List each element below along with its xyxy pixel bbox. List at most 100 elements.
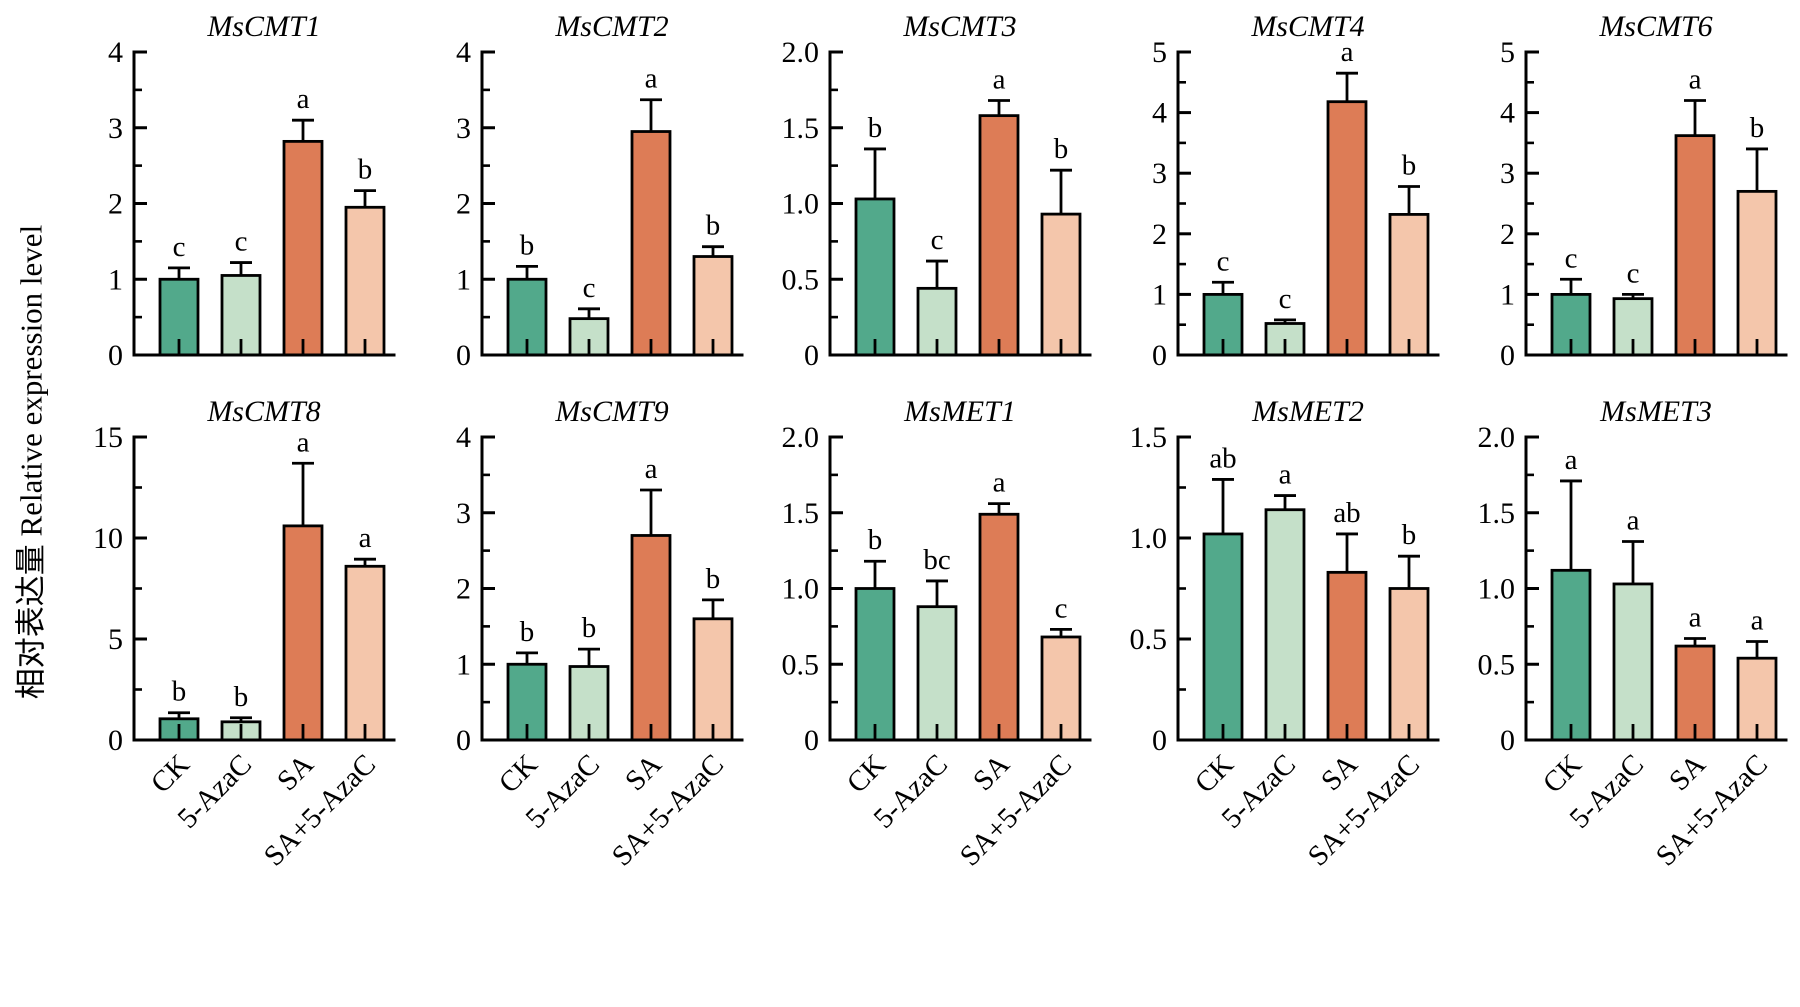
y-tick-label: 0 <box>108 339 123 372</box>
x-category-label: SA <box>1315 748 1364 797</box>
x-category-label: CK <box>493 748 544 799</box>
y-tick-label: 3 <box>108 112 123 145</box>
y-tick-label: 0 <box>1500 339 1515 372</box>
x-category-label: CK <box>1189 748 1240 799</box>
y-tick-label: 4 <box>1500 97 1515 130</box>
chart-title: MsCMT6 <box>1598 10 1712 43</box>
chart-panel-mscmt4: MsCMT4 0 1 2 3 4 5 c c a b <box>1100 4 1448 389</box>
y-tick-label: 1.5 <box>1130 421 1168 454</box>
significance-letter: a <box>1279 459 1292 491</box>
significance-letter: a <box>297 83 310 115</box>
y-tick-label: 1.5 <box>1478 497 1516 530</box>
chart-title: MsMET1 <box>903 395 1016 428</box>
chart-grid: MsCMT1 0 1 2 3 4 c c a b MsCMT2 0 1 2 3 4 b c a b MsCMT3 0 0.5… <box>56 4 1796 999</box>
y-tick-label: 3 <box>1500 157 1515 190</box>
significance-letter: c <box>1627 257 1640 289</box>
bar-SA <box>1326 100 1368 357</box>
bar-SA+5-AzaC <box>1388 587 1430 742</box>
x-category-label: SA <box>1663 748 1712 797</box>
significance-letter: b <box>1402 519 1417 551</box>
y-tick-label: 5 <box>1500 36 1515 69</box>
y-tick-label: 3 <box>456 112 471 145</box>
y-tick-label: 4 <box>108 36 123 69</box>
significance-letter: ab <box>1209 442 1236 474</box>
y-tick-label: 1 <box>1152 278 1167 311</box>
y-tick-label: 3 <box>1152 157 1167 190</box>
chart-svg-msmet2: MsMET200.51.01.5abCKa5-AzaCabSAbSA+5-Aza… <box>1130 395 1440 873</box>
y-tick-label: 2 <box>108 188 123 221</box>
significance-letter: b <box>172 676 187 708</box>
bar-CK <box>854 587 896 742</box>
chart-panel-mscmt9: MsCMT9 0 1 2 3 4 b CK b 5-AzaC a SA b SA+5-AzaC <box>404 389 752 999</box>
significance-letter: a <box>1689 63 1702 95</box>
significance-letter: a <box>1341 36 1354 68</box>
x-category-label: SA+5-AzaC <box>258 748 382 872</box>
y-tick-label: 2.0 <box>1478 421 1516 454</box>
y-tick-label: 0 <box>1500 724 1515 757</box>
significance-letter: c <box>173 231 186 263</box>
significance-letter: b <box>1750 112 1765 144</box>
significance-letter: a <box>1751 605 1764 637</box>
y-tick-label: 3 <box>456 497 471 530</box>
x-category-label: SA <box>619 748 668 797</box>
chart-title: MsCMT9 <box>554 395 668 428</box>
bar-CK <box>1550 568 1592 742</box>
significance-letter: a <box>1565 444 1578 476</box>
significance-letter: b <box>868 524 883 556</box>
significance-letter: c <box>1565 242 1578 274</box>
axes <box>1524 50 1788 357</box>
y-tick-label: 0.5 <box>782 648 820 681</box>
y-tick-label: 0 <box>804 339 819 372</box>
bar-SA+5-AzaC <box>344 564 386 742</box>
y-tick-label: 10 <box>93 522 123 555</box>
significance-letter: a <box>297 426 310 458</box>
x-category-label: SA+5-AzaC <box>606 748 730 872</box>
y-tick-label: 0.5 <box>1478 648 1516 681</box>
y-tick-label: 1.0 <box>1478 573 1516 606</box>
significance-letter: b <box>582 612 597 644</box>
y-tick-label: 1 <box>456 648 471 681</box>
axes <box>132 50 396 357</box>
bar-CK <box>854 197 896 357</box>
y-tick-label: 0 <box>804 724 819 757</box>
chart-svg-mscmt4: MsCMT4 0 1 2 3 4 5 c c a b <box>1152 10 1440 372</box>
significance-letter: a <box>359 522 372 554</box>
chart-title: MsMET3 <box>1599 395 1712 428</box>
bar-CK <box>506 277 548 357</box>
axes <box>828 435 1092 742</box>
significance-letter: b <box>358 154 373 186</box>
y-tick-label: 2 <box>1500 218 1515 251</box>
significance-letter: a <box>1627 505 1640 537</box>
y-axis-label-strip: 相对表达量 Relative expression level <box>0 4 56 999</box>
y-tick-label: 1 <box>1500 278 1515 311</box>
significance-letter: bc <box>923 544 950 576</box>
chart-panel-mscmt6: MsCMT6 0 1 2 3 4 5 c c a b <box>1448 4 1796 389</box>
significance-letter: c <box>1279 283 1292 315</box>
chart-panel-msmet1: MsMET1 0 0.5 1.0 1.5 2.0 b CK bc 5-AzaC a SA c SA+5-A… <box>752 389 1100 999</box>
chart-svg-mscmt2: MsCMT2 0 1 2 3 4 b c a b <box>456 10 744 372</box>
y-tick-label: 0.5 <box>1130 623 1168 656</box>
bar-SA <box>1326 570 1368 742</box>
significance-letter: b <box>868 112 883 144</box>
y-tick-label: 5 <box>108 623 123 656</box>
chart-svg-msmet1: MsMET100.51.01.52.0bCKbc5-AzaCaSAcSA+5-A… <box>782 395 1092 873</box>
axes <box>480 50 744 357</box>
significance-letter: ab <box>1333 497 1360 529</box>
y-tick-label: 1 <box>456 263 471 296</box>
bar-SA+5-AzaC <box>344 205 386 357</box>
chart-title: MsCMT4 <box>1250 10 1364 43</box>
x-category-label: CK <box>145 748 196 799</box>
x-category-label: SA <box>967 748 1016 797</box>
chart-panel-mscmt3: MsCMT3 0 0.5 1.0 1.5 2.0 b c a b <box>752 4 1100 389</box>
y-tick-label: 1.5 <box>782 497 820 530</box>
y-tick-label: 1.0 <box>1130 522 1168 555</box>
axes <box>1176 50 1440 357</box>
y-tick-label: 0 <box>456 339 471 372</box>
y-tick-label: 0 <box>1152 339 1167 372</box>
y-tick-label: 4 <box>456 421 471 454</box>
chart-title: MsCMT2 <box>554 10 668 43</box>
y-tick-label: 1.5 <box>782 112 820 145</box>
